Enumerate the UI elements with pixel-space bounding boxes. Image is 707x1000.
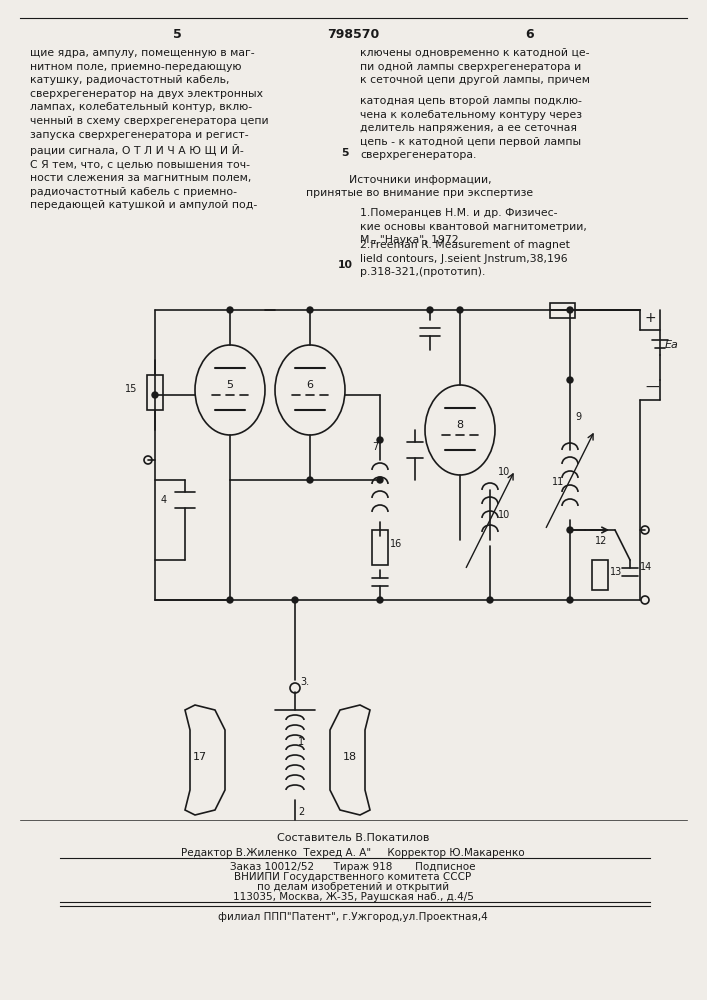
Circle shape — [567, 527, 573, 533]
Text: 17: 17 — [193, 752, 207, 762]
Text: ключены одновременно к катодной це-
пи одной лампы сверхрегенератора и
к сеточно: ключены одновременно к катодной це- пи о… — [360, 48, 590, 85]
Text: 7: 7 — [372, 442, 378, 452]
Text: по делам изобретений и открытий: по делам изобретений и открытий — [257, 882, 449, 892]
Circle shape — [377, 597, 383, 603]
Text: 6: 6 — [307, 380, 313, 390]
Text: 5: 5 — [173, 28, 182, 41]
Text: 12: 12 — [595, 536, 607, 546]
Text: 5: 5 — [226, 380, 233, 390]
Text: 6: 6 — [526, 28, 534, 41]
Text: щие ядра, ампулу, помещенную в маг-
нитном поле, приемно-передающую
катушку, рад: щие ядра, ампулу, помещенную в маг- нитн… — [30, 48, 269, 211]
Text: филиал ППП"Патент", г.Ужгород,ул.Проектная,4: филиал ППП"Патент", г.Ужгород,ул.Проектн… — [218, 912, 488, 922]
Circle shape — [227, 597, 233, 603]
Text: 16: 16 — [390, 539, 402, 549]
Text: 18: 18 — [343, 752, 357, 762]
Text: Составитель В.Покатилов: Составитель В.Покатилов — [277, 833, 429, 843]
Text: 13: 13 — [610, 567, 622, 577]
Text: Источники информации,
принятые во внимание при экспертизе: Источники информации, принятые во вниман… — [306, 175, 534, 198]
Circle shape — [377, 477, 383, 483]
Text: 10: 10 — [498, 510, 510, 520]
Text: Eа: Eа — [665, 340, 679, 350]
Circle shape — [377, 437, 383, 443]
Text: катодная цепь второй лампы подклю-
чена к колебательному контуру через
делитель : катодная цепь второй лампы подклю- чена … — [360, 96, 582, 160]
Text: 4: 4 — [161, 495, 167, 505]
Text: —: — — [645, 381, 659, 395]
Text: 8: 8 — [457, 420, 464, 430]
Circle shape — [487, 597, 493, 603]
Circle shape — [457, 307, 463, 313]
Text: Редактор В.Жиленко  Техред А. А"     Корректор Ю.Макаренко: Редактор В.Жиленко Техред А. А" Корректо… — [181, 848, 525, 858]
Text: 2: 2 — [298, 807, 304, 817]
Text: 11: 11 — [552, 477, 564, 487]
Text: 15: 15 — [124, 384, 137, 394]
Circle shape — [307, 307, 313, 313]
Text: 2.Freeman R. Measurement of magnet
lield contours, J.seient Jnstrum,38,196
p.318: 2.Freeman R. Measurement of magnet lield… — [360, 240, 570, 277]
Circle shape — [292, 597, 298, 603]
Circle shape — [567, 597, 573, 603]
Text: 3.: 3. — [300, 677, 309, 687]
Text: 113035, Москва, Ж-35, Раушская наб., д.4/5: 113035, Москва, Ж-35, Раушская наб., д.4… — [233, 892, 474, 902]
Circle shape — [152, 392, 158, 398]
Text: 1.Померанцев Н.М. и др. Физичес-
кие основы квантовой магнитометрии,
М., "Наука": 1.Померанцев Н.М. и др. Физичес- кие осн… — [360, 208, 587, 245]
Text: 10: 10 — [337, 260, 353, 270]
Circle shape — [307, 477, 313, 483]
Text: Заказ 10012/52      Тираж 918       Подписное: Заказ 10012/52 Тираж 918 Подписное — [230, 862, 476, 872]
Text: ВНИИПИ Государственного комитета СССР: ВНИИПИ Государственного комитета СССР — [235, 872, 472, 882]
Text: 5: 5 — [341, 148, 349, 158]
Circle shape — [427, 307, 433, 313]
Circle shape — [227, 307, 233, 313]
Text: 14: 14 — [640, 562, 653, 572]
Text: 10: 10 — [498, 467, 510, 477]
Circle shape — [567, 307, 573, 313]
Circle shape — [567, 377, 573, 383]
Text: 9: 9 — [575, 412, 581, 422]
Text: +: + — [645, 311, 657, 325]
Text: 1: 1 — [298, 737, 304, 747]
Text: 798570: 798570 — [327, 28, 379, 41]
